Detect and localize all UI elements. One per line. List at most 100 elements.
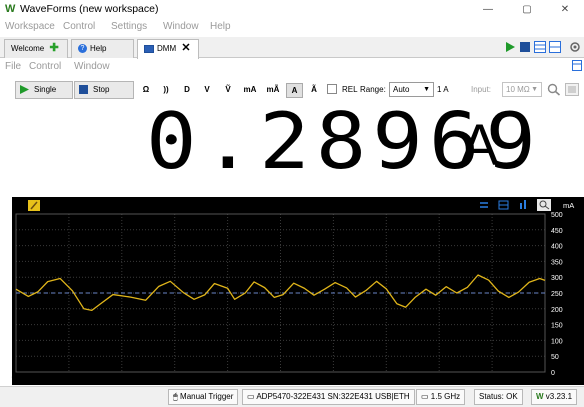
mode-resistance[interactable]: Ω [142,85,150,94]
measure-tool-icon[interactable] [498,200,509,210]
tab-welcome-label: Welcome [11,44,45,53]
mode-ac-amps[interactable]: Ã [311,85,317,94]
status-label: Status: OK [479,392,518,401]
manual-trigger-button[interactable]: 🖱 Manual Trigger [168,389,239,405]
tab-dmm[interactable]: DMM ✕ [137,39,199,59]
history-plot[interactable]: 500 450 400 350 300 250 200 150 100 50 0 mA [12,197,584,385]
clock-icon: ▭ [421,392,429,401]
x-tick-label: 30 [276,373,285,382]
y-unit-label: mA [563,201,574,210]
minimize-button[interactable]: — [483,4,493,15]
chevron-down-icon: ▼ [423,86,430,93]
zoom-plot-icon[interactable] [537,199,551,211]
device-button[interactable]: ▭ ADP5470-322E431 SN:322E431 USB|ETH [242,389,415,405]
trigger-icon: 🖱 [173,392,178,401]
y-tick-label: 450 [551,228,563,235]
menu-control[interactable]: Control [63,21,96,32]
y-tick-label: 100 [551,338,563,345]
mode-diode[interactable]: D [184,85,190,94]
y-tick-label: 150 [551,323,563,330]
input-impedance-value: 10 MΩ [506,85,530,94]
layout-stack-icon[interactable] [534,41,546,53]
title-bar: W WaveForms (new workspace) — ▢ ✕ [0,0,584,19]
series-line [15,274,546,312]
x-tick-label: 18 [381,373,391,382]
menu-instrument-control[interactable]: Control [29,61,62,72]
mode-dc-amps[interactable]: A [286,83,303,98]
window-title: WaveForms (new workspace) [20,3,159,15]
rel-label: REL [342,85,358,94]
stop-label: Stop [93,85,110,94]
y-tick-label: 400 [551,244,563,251]
measurement-unit: A [460,113,499,178]
tab-dmm-label: DMM [157,44,177,53]
dmm-toolbar: Single Stop Ω )) D V Ṽ mA mÃ A Ã REL Ran… [0,80,584,100]
plus-icon[interactable]: ✚ [49,42,59,55]
tab-welcome[interactable]: Welcome ✚ [4,39,68,58]
clear-brush-icon[interactable] [28,200,40,211]
plot-marks [15,274,546,312]
mode-ac-voltage[interactable]: Ṽ [225,85,231,94]
settings-gear-icon[interactable] [568,41,580,53]
stop-square-icon [79,85,88,94]
chevron-down-icon: ▼ [531,86,538,93]
menu-settings[interactable]: Settings [111,21,148,32]
waveforms-small-logo-icon: W [536,392,544,401]
close-button[interactable]: ✕ [560,4,570,15]
zoom-search-icon[interactable] [547,83,561,96]
status-button[interactable]: Status: OK [474,389,523,405]
x-axis-labels: 60 54 48 42 36 30 24 18 12 6 0 [0,373,584,385]
rel-checkbox[interactable] [327,84,337,94]
measurement-readout: 0.28969 A [0,100,584,190]
x-tick-label: 6 [489,373,495,382]
input-impedance-select[interactable]: 10 MΩ ▼ [502,82,542,97]
y-tick-label: 200 [551,307,563,314]
play-icon [20,85,29,94]
dock-icon[interactable] [572,60,582,71]
y-tick-label: 500 [551,212,563,219]
device-icon: ▭ [247,392,255,401]
dmm-icon [144,44,154,53]
layout-grid-icon[interactable] [549,41,561,53]
bar-chart-icon[interactable] [520,200,526,209]
help-icon: ? [78,44,87,54]
x-tick-label: 60 [11,373,21,382]
menu-workspace[interactable]: Workspace [5,21,55,32]
input-label: Input: [471,85,492,94]
mode-continuity[interactable]: )) [163,85,169,94]
instrument-menubar: File Control Window [0,59,584,74]
menu-help[interactable]: Help [210,21,231,32]
version-label: v3.23.1 [545,392,573,401]
measurement-value: 0.28969 [146,96,543,187]
tab-help-label: Help [90,44,107,53]
maximize-button[interactable]: ▢ [522,4,532,15]
x-tick-label: 0 [542,373,548,382]
device-label: ADP5470-322E431 SN:322E431 USB|ETH [256,392,410,401]
menu-file[interactable]: File [5,61,22,72]
tab-help[interactable]: ? Help [71,39,134,58]
range-label: Range: [360,85,386,94]
mode-dc-voltage[interactable]: V [204,85,210,94]
single-button[interactable]: Single [15,81,73,99]
cursor-tool-icon[interactable] [480,202,488,208]
single-label: Single [34,85,57,94]
mode-ac-milliamps[interactable]: mÃ [266,85,280,94]
menu-window[interactable]: Window [163,21,199,32]
version-button[interactable]: W v3.23.1 [531,389,578,405]
close-tab-icon[interactable]: ✕ [181,42,191,55]
y-tick-label: 300 [551,275,563,282]
menu-instrument-window[interactable]: Window [74,61,110,72]
mode-dc-milliamps[interactable]: mA [243,85,257,94]
clock-button[interactable]: ▭ 1.5 GHz [416,389,466,405]
view-options-icon[interactable] [565,83,579,96]
run-icon[interactable] [504,41,516,53]
x-tick-label: 54 [64,373,74,382]
stop-icon[interactable] [519,41,531,53]
clock-label: 1.5 GHz [430,392,461,401]
stop-button[interactable]: Stop [74,81,134,99]
x-tick-label: 48 [117,373,127,382]
range-select[interactable]: Auto ▼ [389,82,434,97]
y-tick-label: 350 [551,259,563,266]
